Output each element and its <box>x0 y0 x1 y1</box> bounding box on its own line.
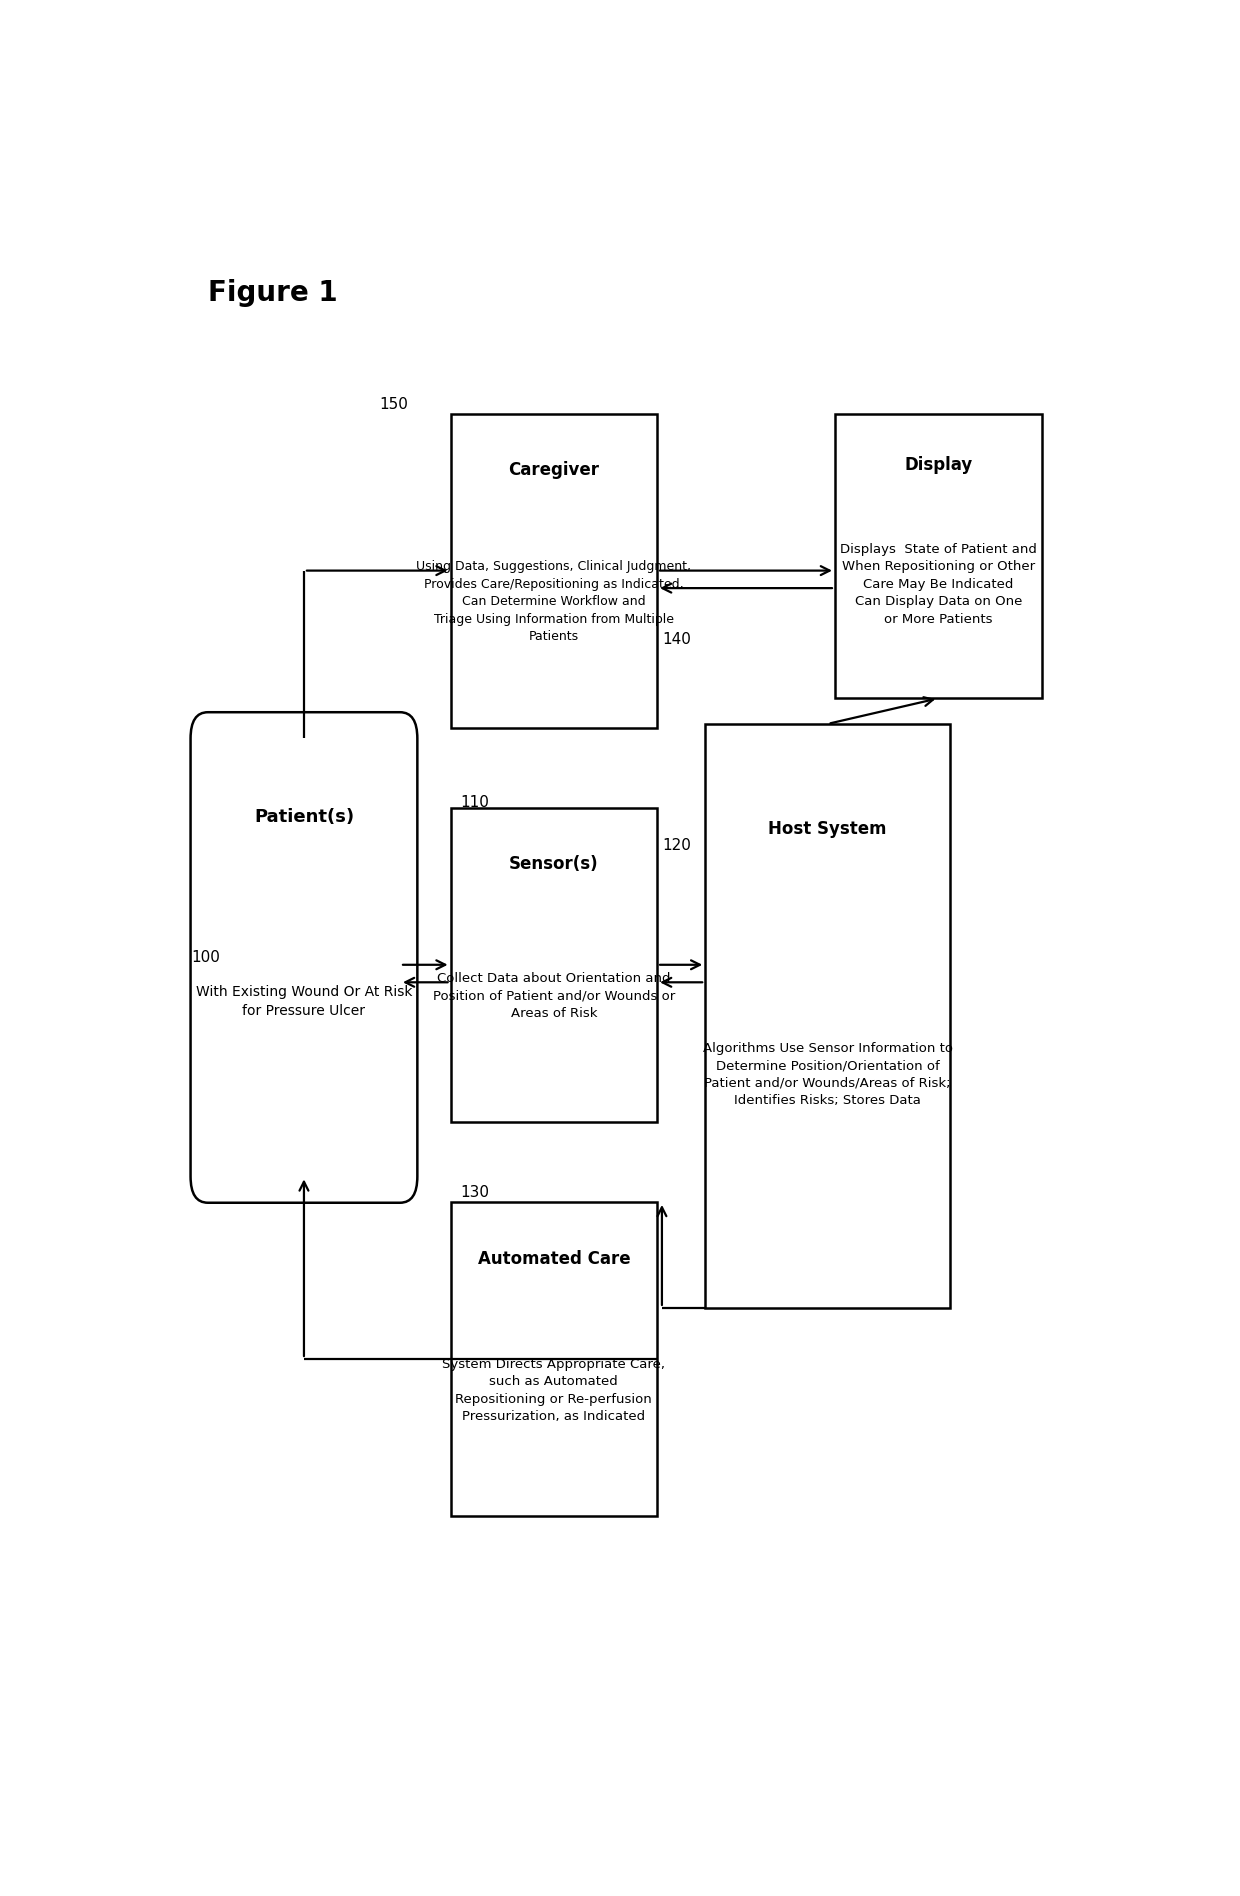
Text: Using Data, Suggestions, Clinical Judgment,
Provides Care/Repositioning as Indic: Using Data, Suggestions, Clinical Judgme… <box>417 561 692 643</box>
Text: 110: 110 <box>460 794 490 810</box>
Text: 130: 130 <box>460 1185 490 1200</box>
Text: 120: 120 <box>662 838 691 853</box>
Text: Displays  State of Patient and
When Repositioning or Other
Care May Be Indicated: Displays State of Patient and When Repos… <box>839 542 1037 626</box>
Text: 140: 140 <box>662 631 691 647</box>
Text: Collect Data about Orientation and
Position of Patient and/or Wounds or
Areas of: Collect Data about Orientation and Posit… <box>433 973 675 1020</box>
Text: 100: 100 <box>191 950 221 965</box>
Text: System Directs Appropriate Care,
such as Automated
Repositioning or Re-perfusion: System Directs Appropriate Care, such as… <box>443 1358 666 1424</box>
Text: With Existing Wound Or At Risk
for Pressure Ulcer: With Existing Wound Or At Risk for Press… <box>196 984 412 1018</box>
Text: 150: 150 <box>379 396 408 411</box>
Bar <box>450 808 657 1122</box>
Text: Sensor(s): Sensor(s) <box>508 855 599 874</box>
Bar <box>450 413 657 728</box>
Text: Patient(s): Patient(s) <box>254 808 353 827</box>
Text: Caregiver: Caregiver <box>508 461 599 480</box>
Text: Figure 1: Figure 1 <box>208 279 337 307</box>
FancyBboxPatch shape <box>191 713 418 1202</box>
Text: Automated Care: Automated Care <box>477 1249 630 1268</box>
Bar <box>450 1202 657 1517</box>
Text: Display: Display <box>904 455 972 474</box>
Text: Algorithms Use Sensor Information to
Determine Position/Orientation of
Patient a: Algorithms Use Sensor Information to Det… <box>703 1041 952 1107</box>
Bar <box>706 724 950 1308</box>
Text: Host System: Host System <box>769 819 887 838</box>
Bar <box>835 413 1042 698</box>
